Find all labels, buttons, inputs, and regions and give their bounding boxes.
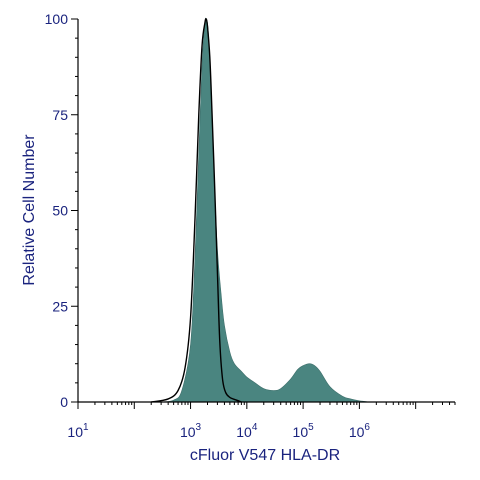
x-tick-label: 104: [236, 422, 258, 440]
y-tick-label: 0: [60, 394, 68, 410]
series-outline-line: [151, 17, 242, 403]
y-tick-label: 50: [52, 203, 68, 219]
x-tick-label: 101: [67, 422, 89, 440]
y-tick-label: 100: [45, 11, 69, 27]
x-tick-label: 106: [349, 422, 371, 440]
axes-layer: [77, 19, 455, 403]
series-filled-area: [161, 17, 370, 403]
x-tick-label: 103: [180, 422, 202, 440]
series-layer: [151, 17, 370, 403]
x-tick-label: 105: [293, 422, 315, 440]
x-axis-label: cFluor V547 HLA-DR: [190, 447, 340, 464]
y-tick-label: 75: [52, 107, 68, 123]
ticks-layer: 0 25 50 75 100 101 103 104 105 106: [45, 11, 456, 440]
y-tick-label: 25: [52, 298, 68, 314]
y-axis-label: Relative Cell Number: [21, 134, 38, 286]
